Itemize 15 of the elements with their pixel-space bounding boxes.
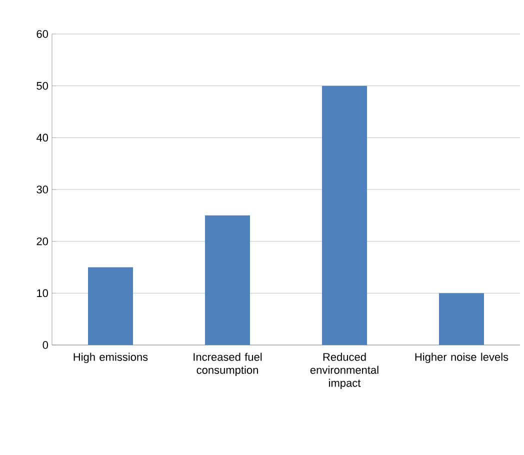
y-tick-label: 10 <box>37 289 48 298</box>
x-tick-label: Higher noise levels <box>415 352 508 364</box>
y-tick-label: 0 <box>42 341 48 349</box>
y-tick-label: 40 <box>36 134 48 142</box>
x-tick-label: High emissions <box>74 352 148 364</box>
x-tick-label: Reduced environmental impact <box>310 352 378 390</box>
y-tick-label: 50 <box>36 82 48 90</box>
y-tick-label: 60 <box>36 30 48 38</box>
bar <box>322 86 368 345</box>
y-tick-label: 20 <box>36 237 48 246</box>
bar <box>439 293 484 345</box>
x-tick-label: Increased fuel consumption <box>194 352 262 376</box>
y-tick-label: 30 <box>36 186 48 194</box>
bar <box>88 267 133 345</box>
bar <box>205 215 250 345</box>
